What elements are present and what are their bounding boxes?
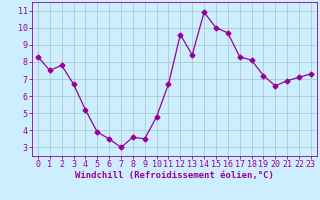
X-axis label: Windchill (Refroidissement éolien,°C): Windchill (Refroidissement éolien,°C)	[75, 171, 274, 180]
